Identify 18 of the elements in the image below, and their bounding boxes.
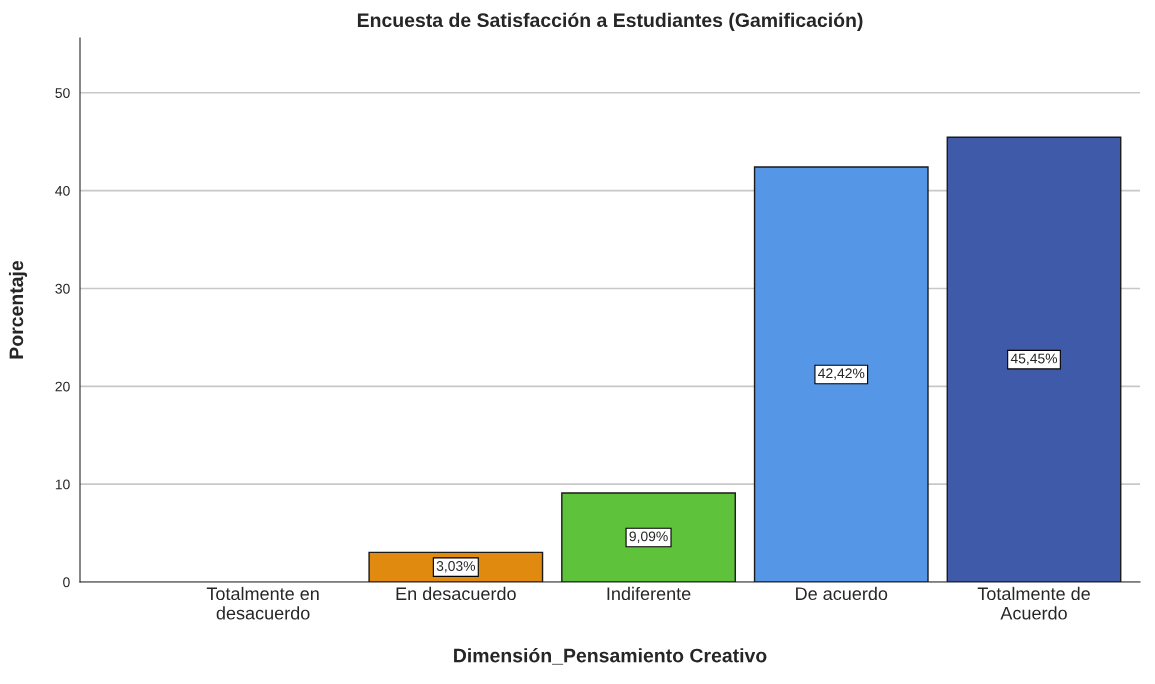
- x-axis-title: Dimensión_Pensamiento Creativo: [454, 647, 767, 665]
- y-tick-label: 40: [55, 185, 70, 196]
- y-tick-label: 10: [55, 479, 70, 490]
- x-tick-label: Totalmente de Acuerdo: [977, 586, 1090, 620]
- y-tick-label: 50: [55, 88, 70, 98]
- chart-title: Encuesta de Satisfacción a Estudiantes (Gamificación): [357, 12, 863, 31]
- data-label: 42,42%: [818, 368, 865, 380]
- x-tick-label: En desacuerdo: [396, 586, 516, 601]
- data-label: 3,03%: [436, 561, 476, 573]
- x-tick-label: De acuerdo: [796, 586, 888, 601]
- y-tick-label: 30: [55, 283, 70, 294]
- y-tick-label: 0: [63, 577, 70, 588]
- y-tick-label: 20: [55, 381, 70, 392]
- x-tick-label: Totalmente en desacuerdo: [206, 586, 319, 620]
- data-label: 45,45%: [1010, 353, 1058, 366]
- x-tick-label: Indiferente: [607, 586, 691, 601]
- data-label: 9,09%: [629, 531, 668, 543]
- y-axis-title: Porcentaje: [8, 260, 28, 359]
